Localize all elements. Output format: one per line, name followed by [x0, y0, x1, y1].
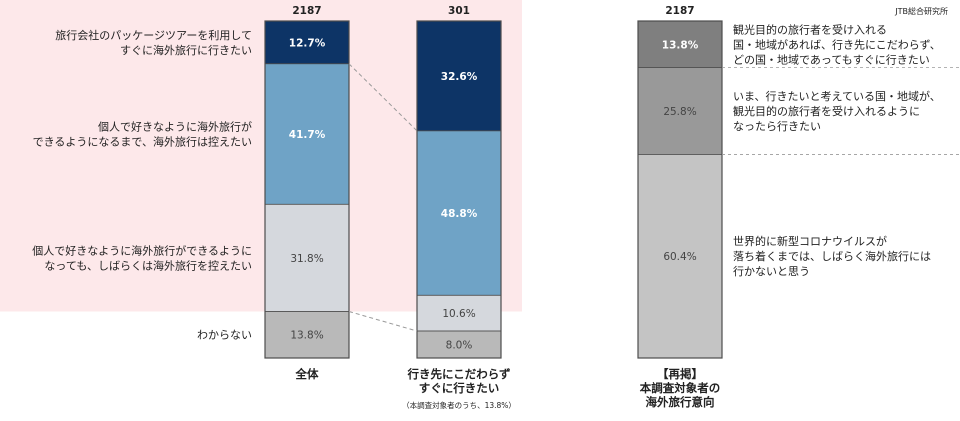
bar-reposted-value-label-1: 13.8% — [662, 39, 699, 51]
annotation-3-line-1: 世界的に新型コロナウイルスが — [733, 234, 887, 248]
bar-any-destination-segment-1 — [416, 20, 502, 132]
annotation-2-line-3: なったら行きたい — [733, 120, 821, 133]
bar-any-destination-value-label-2: 48.8% — [441, 208, 478, 220]
bar-overall-segment-3 — [264, 203, 350, 312]
annotation-3-line-3: 行かないと思う — [733, 265, 810, 278]
bar-reposted-value-label-3: 60.4% — [663, 251, 696, 263]
bar-reposted-outline — [637, 20, 723, 359]
category-label-any-destination-line-1: 行き先にこだわらず — [406, 367, 511, 381]
bar-overall-value-label-3: 31.8% — [290, 253, 323, 265]
category-label-reposted-line-1: 【再掲】 — [657, 367, 703, 381]
bar-overall-value-label-2: 41.7% — [289, 129, 326, 141]
row-label-independent-refrain-line-1: 個人で好きなように海外旅行ができるように — [32, 243, 252, 257]
bars-layer — [264, 20, 960, 359]
row-label-package-tour-line-1: 旅行会社のパッケージツアーを利用して — [55, 28, 252, 42]
source-label: JTB総合研究所 — [894, 6, 948, 16]
bar-reposted-segment-1 — [637, 20, 723, 68]
row-label-independent-refrain-line-2: なっても、しばらくは海外旅行を控えたい — [44, 258, 252, 272]
category-label-reposted-line-2: 本調査対象者の — [640, 381, 721, 395]
bar-overall-value-label-1: 12.7% — [289, 37, 326, 49]
bar-overall-segment-1 — [264, 20, 350, 65]
bar-any-destination-value-label-4: 8.0% — [446, 340, 473, 352]
category-label-any-destination-line-2: すぐに行きたい — [419, 381, 500, 395]
bar-overall-segment-2 — [264, 63, 350, 205]
row-label-independent-wait-line-1: 個人で好きなように海外旅行が — [98, 120, 252, 134]
row-label-package-tour-line-2: すぐに海外旅行に行きたい — [120, 43, 252, 57]
bar-reposted-segment-2 — [637, 67, 723, 155]
annotation-3-line-2: 落ち着くまでは、しばらく海外旅行には — [733, 249, 931, 263]
row-label-independent-wait-line-2: できるようになるまで、海外旅行は控えたい — [33, 135, 252, 149]
category-label-overall-line-1: 全体 — [295, 367, 319, 381]
connector-line-1 — [348, 63, 418, 132]
bar-any-destination-value-label-1: 32.6% — [441, 71, 478, 83]
connector-line-2 — [348, 311, 418, 332]
category-label-reposted-line-3: 海外旅行意向 — [646, 395, 715, 409]
annotation-1-line-2: 国・地域があれば、行き先にこだわらず、 — [733, 37, 941, 51]
text-layer: 12.7% 41.7% 31.8% 13.8% 32.6% 48.8% 10.6% 8.0% 1… — [32, 5, 941, 410]
bar-overall-value-label-4: 13.8% — [290, 330, 323, 342]
n-label-any-destination: 301 — [448, 5, 470, 17]
annotation-1-line-1: 観光目的の旅行者を受け入れる — [733, 22, 887, 36]
bar-reposted-segment-3 — [637, 154, 723, 359]
n-label-overall: 2187 — [292, 5, 321, 17]
annotation-1-line-3: どの国・地域であってもすぐに行きたい — [733, 53, 930, 66]
n-label-reposted: 2187 — [665, 5, 694, 17]
annotation-2-line-2: 観光目的の旅行者を受け入れるように — [733, 104, 920, 118]
annotation-2-line-1: いま、行きたいと考えている国・地域が、 — [733, 89, 941, 103]
row-label-unknown-line-1: わからない — [197, 329, 252, 342]
bar-any-destination-outline — [416, 20, 502, 359]
category-note: （本調査対象者のうち、13.8%） — [402, 400, 516, 410]
bar-reposted-value-label-2: 25.8% — [663, 106, 696, 118]
bar-any-destination-value-label-3: 10.6% — [442, 308, 475, 320]
bar-overall-outline — [264, 20, 350, 359]
